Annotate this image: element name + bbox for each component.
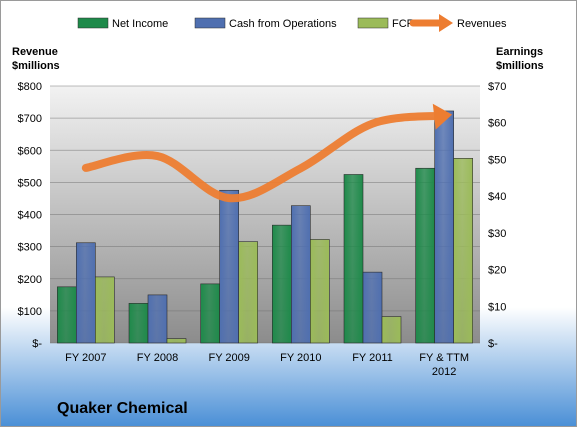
left-tick-label: $500 — [18, 177, 42, 189]
left-tick-label: $600 — [18, 145, 42, 157]
right-tick-label: $10 — [488, 301, 506, 313]
series-line-revenues — [81, 111, 449, 203]
category-label: FY 2010 — [280, 352, 321, 364]
legend-swatch-arrow — [439, 14, 453, 32]
left-tick-label: $400 — [18, 210, 42, 222]
right-axis-label: Earnings — [496, 46, 543, 58]
right-tick-label: $70 — [488, 81, 506, 93]
category-label: FY & TTM — [419, 352, 469, 364]
left-tick-label: $200 — [18, 274, 42, 286]
bar-cash-from-operations — [291, 205, 311, 344]
legend-swatch — [77, 17, 109, 29]
left-axis-label: $millions — [12, 60, 60, 72]
category-label: FY 2011 — [352, 352, 393, 364]
bar-cash-from-operations — [362, 271, 383, 344]
bar-fcf — [238, 241, 258, 344]
right-tick-label: $50 — [488, 154, 506, 166]
bar-net-income — [200, 283, 220, 344]
legend-swatch — [194, 17, 226, 29]
legend-label: FCF — [392, 18, 414, 30]
bar-net-income — [128, 303, 149, 344]
left-tick-label: $300 — [18, 242, 42, 254]
left-tick-label: $100 — [18, 306, 42, 318]
left-tick-label: $800 — [18, 81, 42, 93]
bar-net-income — [343, 174, 364, 344]
right-tick-label: $30 — [488, 228, 506, 240]
bar-net-income — [57, 286, 77, 344]
bar-cash-from-operations — [147, 294, 168, 344]
bar-cash-from-operations — [434, 110, 454, 344]
bar-cash-from-operations — [76, 242, 96, 344]
category-label: FY 2007 — [65, 352, 106, 364]
bar-fcf — [453, 158, 473, 344]
bar-fcf — [95, 276, 115, 344]
bar-net-income — [272, 224, 292, 344]
category-label: FY 2008 — [137, 352, 178, 364]
chart-title: Quaker Chemical — [57, 400, 188, 417]
right-tick-label: $60 — [488, 118, 506, 130]
legend-label: Cash from Operations — [229, 18, 337, 30]
bar-fcf — [310, 239, 330, 344]
bar-cash-from-operations — [219, 189, 239, 344]
right-axis-label: $millions — [496, 60, 544, 72]
legend-label: Net Income — [112, 18, 168, 30]
category-label: FY 2009 — [208, 352, 249, 364]
series-line-arrowhead — [432, 103, 453, 130]
left-tick-label: $700 — [18, 113, 42, 125]
right-tick-label: $40 — [488, 191, 506, 203]
category-label: 2012 — [432, 366, 456, 378]
right-tick-label: $- — [488, 338, 498, 350]
right-tick-label: $20 — [488, 265, 506, 277]
bar-fcf — [166, 338, 187, 344]
bar-net-income — [415, 167, 435, 344]
legend-swatch — [357, 17, 389, 29]
legend-label: Revenues — [457, 18, 507, 30]
bar-fcf — [381, 316, 402, 344]
left-axis-label: Revenue — [12, 46, 58, 58]
left-tick-label: $- — [32, 338, 42, 350]
